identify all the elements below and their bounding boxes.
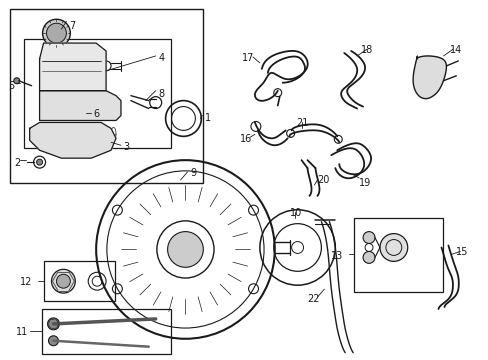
Circle shape [47, 318, 60, 330]
Text: 21: 21 [296, 118, 308, 129]
Circle shape [37, 159, 42, 165]
Circle shape [379, 234, 407, 261]
Text: 2: 2 [14, 158, 20, 168]
Text: 10: 10 [289, 208, 301, 218]
Text: 12: 12 [20, 277, 32, 287]
Text: 13: 13 [331, 251, 343, 261]
Circle shape [51, 269, 75, 293]
Text: 7: 7 [69, 21, 76, 31]
Text: 3: 3 [122, 142, 129, 152]
Circle shape [56, 274, 70, 288]
Text: 18: 18 [360, 45, 372, 55]
Circle shape [46, 23, 66, 43]
Text: 16: 16 [240, 134, 252, 144]
Text: 8: 8 [158, 89, 164, 99]
Bar [51, 105, 67, 120]
Circle shape [362, 231, 374, 243]
Text: 9: 9 [190, 168, 196, 178]
Circle shape [167, 231, 203, 267]
Text: 1: 1 [205, 113, 211, 122]
Polygon shape [30, 122, 116, 158]
Bar [10, 9, 203, 183]
Text: 17: 17 [242, 53, 254, 63]
Circle shape [14, 78, 20, 84]
Bar [71, 105, 87, 120]
Circle shape [42, 19, 70, 47]
Text: 4: 4 [158, 53, 164, 63]
Text: 14: 14 [449, 45, 462, 55]
Bar [41, 309, 170, 354]
Text: 5: 5 [8, 81, 14, 91]
Text: 22: 22 [307, 294, 319, 304]
Bar [43, 261, 115, 301]
Polygon shape [40, 43, 106, 91]
Text: 19: 19 [358, 178, 370, 188]
Circle shape [48, 336, 59, 346]
Bar [353, 218, 443, 292]
Bar [24, 39, 170, 148]
Polygon shape [40, 91, 121, 121]
Text: 20: 20 [317, 175, 329, 185]
Polygon shape [413, 56, 446, 99]
Circle shape [362, 251, 374, 264]
Text: 6: 6 [93, 109, 99, 118]
Text: 15: 15 [455, 247, 468, 257]
Text: 11: 11 [16, 327, 28, 337]
